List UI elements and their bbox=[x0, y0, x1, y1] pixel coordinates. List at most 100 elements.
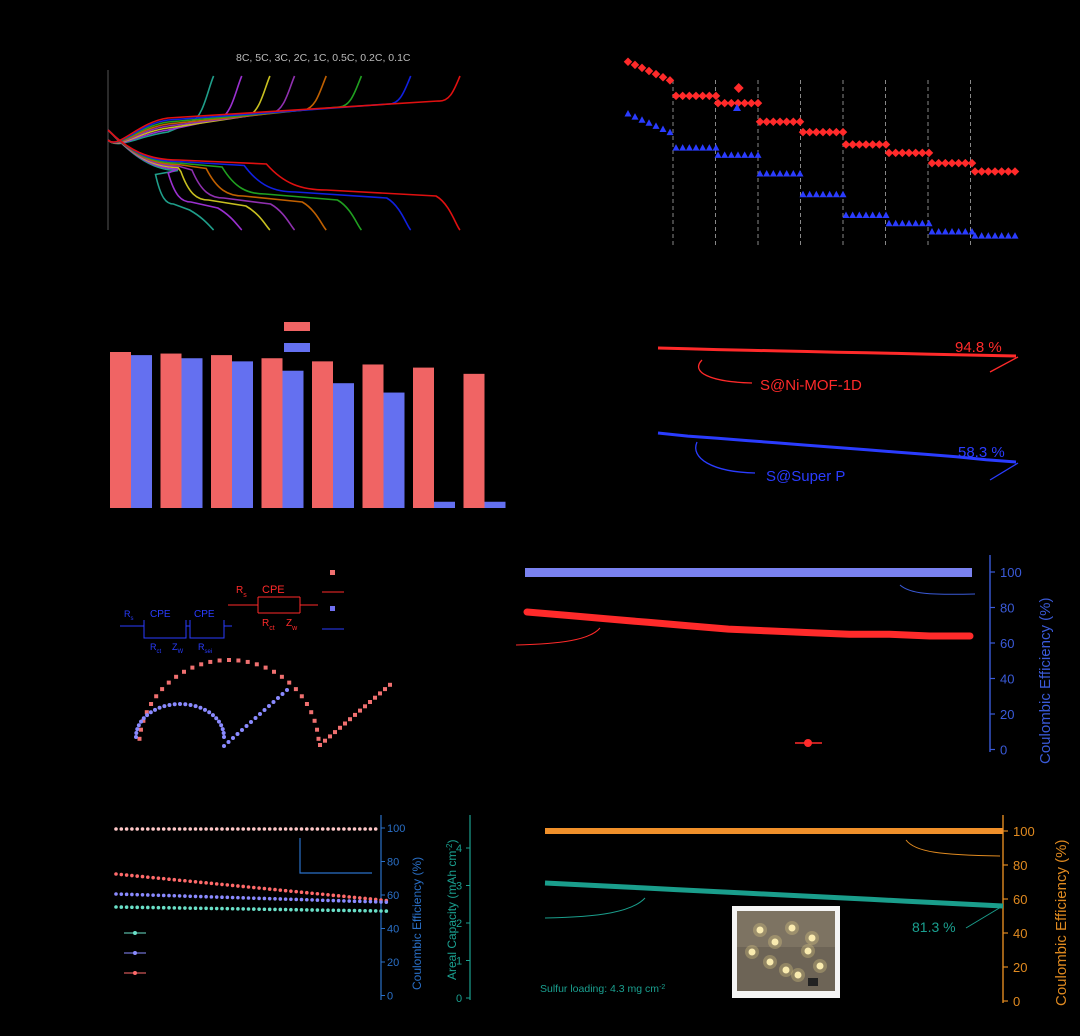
areal-point-blue bbox=[214, 895, 219, 899]
bar-series1 bbox=[312, 361, 333, 508]
areal-point-green bbox=[124, 905, 129, 909]
eis-red-tail bbox=[343, 721, 347, 726]
led-halo bbox=[768, 935, 782, 949]
rate-point-blue bbox=[789, 170, 797, 177]
areal-point-blue bbox=[315, 898, 320, 902]
ce-tick-label-h: 20 bbox=[1013, 960, 1027, 975]
areal-point-blue bbox=[220, 895, 224, 899]
sub: ct bbox=[157, 649, 162, 655]
areal-point-blue bbox=[119, 892, 124, 896]
bar-series2 bbox=[181, 358, 203, 508]
rate-point-blue bbox=[699, 144, 707, 151]
areal-point-blue bbox=[278, 897, 283, 901]
ce-point-g bbox=[294, 827, 299, 831]
eis-red-point bbox=[149, 702, 154, 706]
retention-label-high-loading: 81.3 % bbox=[912, 919, 956, 935]
rate-point-red bbox=[711, 91, 721, 101]
areal-point-blue bbox=[167, 893, 171, 898]
legend-swatch-1 bbox=[284, 322, 310, 331]
ce-point-g bbox=[140, 827, 145, 831]
areal-point-red bbox=[305, 890, 309, 895]
led-halo bbox=[785, 921, 799, 935]
ce-tick-label-f: 40 bbox=[1000, 672, 1014, 687]
circuit-blue-cpe2: CPE bbox=[194, 609, 215, 620]
areal-point-blue bbox=[241, 896, 245, 900]
led-halo bbox=[763, 955, 777, 969]
ce-axis-label-f: Coulombic Efficiency (%) bbox=[1037, 598, 1054, 764]
circuit-red-cpe: CPE bbox=[262, 584, 285, 596]
areal-point-green bbox=[299, 908, 304, 912]
rate-point-blue bbox=[875, 211, 883, 218]
rate-point-blue bbox=[819, 190, 827, 198]
areal-point-blue bbox=[347, 899, 352, 903]
bar-series2 bbox=[383, 392, 405, 508]
rate-point-blue bbox=[776, 170, 784, 177]
ce-point-g bbox=[273, 827, 277, 831]
areal-point-green bbox=[161, 905, 166, 910]
eis-blue-point bbox=[136, 723, 141, 728]
areal-point-blue bbox=[368, 899, 373, 904]
eis-red-point bbox=[208, 659, 213, 664]
arrow-mof-end bbox=[989, 356, 1019, 373]
rate-point-blue bbox=[721, 151, 729, 158]
led-light bbox=[771, 938, 779, 946]
areal-point-blue bbox=[230, 895, 235, 900]
rate-point-blue bbox=[971, 232, 979, 239]
eis-red-tail bbox=[333, 730, 337, 735]
ce-point-g bbox=[236, 827, 240, 831]
ce-tick-label-f: 60 bbox=[1000, 636, 1014, 651]
areal-point-blue bbox=[130, 892, 134, 897]
ce-point-g bbox=[204, 827, 208, 831]
eis-red-point bbox=[141, 718, 146, 723]
eis-blue-tail bbox=[271, 700, 276, 704]
areal-point-blue bbox=[236, 895, 240, 900]
legend-point-f bbox=[804, 739, 812, 747]
bar-series1 bbox=[463, 373, 485, 508]
areal-point-red bbox=[183, 878, 187, 883]
areal-point-green bbox=[384, 909, 389, 913]
areal-point-green bbox=[373, 909, 378, 913]
bar-series2 bbox=[333, 383, 354, 508]
ce-point-g bbox=[156, 827, 161, 831]
eis-red-tail bbox=[368, 700, 372, 704]
rate-point-blue bbox=[666, 128, 674, 136]
eis-blue-point bbox=[214, 716, 219, 721]
eis-blue-point bbox=[219, 723, 224, 728]
areal-point-red bbox=[135, 874, 139, 878]
capacity-line-superp bbox=[657, 431, 1017, 464]
areal-point-red bbox=[130, 873, 134, 878]
eis-blue-tail bbox=[249, 720, 253, 724]
ce-tick-label-g: 0 bbox=[387, 991, 393, 1003]
ce-point-g bbox=[183, 827, 187, 831]
ce-point-g bbox=[151, 827, 155, 831]
ce-point-g bbox=[363, 827, 367, 831]
rate-point-blue bbox=[754, 151, 762, 158]
circuit-blue-wires bbox=[120, 620, 232, 639]
eis-blue-point bbox=[193, 704, 198, 709]
sub: w bbox=[291, 625, 298, 632]
areal-point-green bbox=[342, 908, 346, 913]
rate-point-blue bbox=[955, 228, 963, 235]
areal-point-green bbox=[310, 908, 314, 912]
areal-point-red bbox=[199, 880, 203, 885]
areal-tick-label-g: 3 bbox=[456, 881, 462, 893]
eis-blue-point bbox=[134, 735, 138, 739]
eis-blue-tail bbox=[276, 696, 280, 700]
eis-blue-point bbox=[188, 702, 193, 707]
rate-point-blue bbox=[638, 116, 646, 123]
areal-point-green bbox=[172, 906, 177, 910]
rate-point-blue bbox=[672, 144, 680, 151]
eis-red-point bbox=[254, 662, 259, 667]
bar-series1 bbox=[211, 355, 232, 508]
voltage-profiles-panel bbox=[107, 70, 461, 231]
circuit-blue-rct: Rct bbox=[150, 642, 162, 655]
ce-point-g bbox=[135, 827, 139, 831]
ce-point-g bbox=[167, 827, 171, 831]
rate-point-blue bbox=[631, 113, 639, 120]
ce-point-g bbox=[305, 827, 309, 831]
eis-red-point bbox=[293, 687, 298, 692]
areal-point-red bbox=[151, 875, 155, 880]
ce-point-g bbox=[368, 827, 373, 831]
ce-arrow-h bbox=[905, 839, 1001, 857]
rate-point-blue bbox=[624, 109, 632, 117]
